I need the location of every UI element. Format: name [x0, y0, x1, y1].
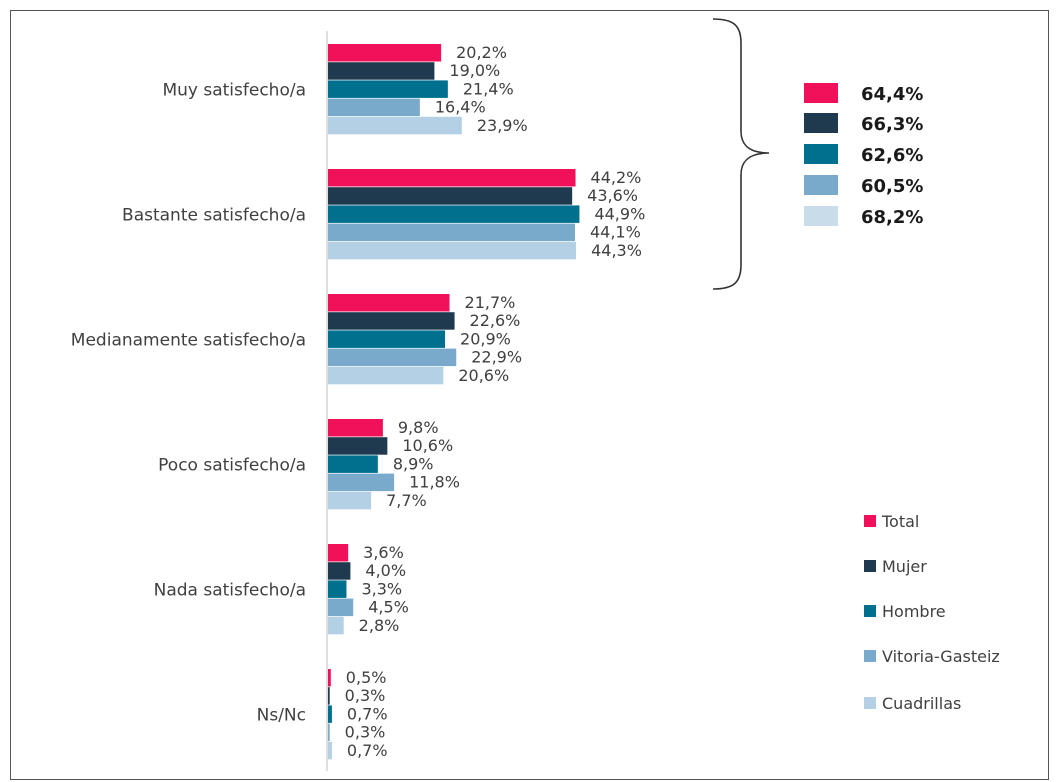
bar: [328, 580, 347, 598]
summary-swatch: [804, 144, 838, 164]
data-label: 4,0%: [365, 561, 406, 580]
bar: [328, 80, 448, 98]
category-label: Nada satisfecho/a: [154, 581, 306, 601]
bar: [328, 687, 330, 705]
summary-value: 66,3%: [861, 114, 923, 135]
legend-swatch: [864, 515, 876, 527]
legend-label: Total: [881, 512, 919, 531]
data-label: 23,9%: [477, 116, 528, 135]
data-label: 0,7%: [347, 704, 388, 723]
bar: [328, 419, 383, 437]
data-label: 19,0%: [449, 61, 500, 80]
data-label: 0,7%: [347, 741, 388, 760]
bar: [328, 723, 330, 742]
data-label: 2,8%: [359, 616, 400, 635]
category-label: Bastante satisfecho/a: [122, 206, 306, 226]
bar: [328, 598, 354, 617]
bar: [328, 669, 331, 687]
data-label: 21,4%: [463, 79, 514, 98]
data-label: 3,6%: [363, 543, 404, 562]
summary-swatch: [804, 113, 838, 133]
data-label: 20,2%: [456, 43, 507, 62]
summary-swatch: [804, 83, 838, 103]
data-label: 20,9%: [460, 329, 511, 348]
bar: [328, 169, 576, 187]
legend-label: Mujer: [882, 557, 927, 576]
data-label: 44,9%: [594, 204, 645, 223]
bar: [328, 705, 332, 723]
data-label: 21,7%: [465, 293, 516, 312]
legend-swatch: [864, 560, 876, 572]
data-label: 11,8%: [409, 473, 460, 492]
bar: [328, 330, 446, 348]
data-label: 22,6%: [470, 311, 521, 330]
legend-label: Cuadrillas: [882, 694, 961, 713]
legend-swatch: [864, 650, 876, 662]
bar: [328, 187, 573, 205]
data-label: 22,9%: [471, 348, 522, 367]
data-label: 8,9%: [393, 454, 434, 473]
bar: [328, 116, 462, 135]
bar: [328, 312, 455, 330]
data-label: 0,5%: [346, 668, 387, 687]
bar: [328, 348, 457, 367]
grouping-brace: [712, 18, 770, 290]
legend-swatch: [864, 605, 876, 617]
bar: [328, 544, 349, 562]
data-label: 7,7%: [386, 491, 427, 510]
bar: [328, 223, 575, 242]
bar: [328, 455, 378, 473]
bar: [328, 44, 442, 62]
category-label: Poco satisfecho/a: [158, 456, 306, 476]
data-label: 9,8%: [398, 418, 439, 437]
summary-swatch: [804, 175, 838, 195]
bar: [328, 616, 344, 635]
satisfaction-bar-chart: Muy satisfecho/a 20,2%19,0%21,4%16,4%23,9…: [71, 18, 1000, 771]
data-label: 4,5%: [368, 598, 409, 617]
data-label: 0,3%: [345, 686, 386, 705]
data-label: 44,1%: [590, 223, 641, 242]
bar: [328, 241, 577, 260]
bar: [328, 562, 351, 580]
summary-value: 64,4%: [861, 84, 923, 105]
bar: [328, 98, 420, 117]
bar: [328, 205, 580, 223]
data-label: 16,4%: [435, 98, 486, 117]
summary-swatch: [804, 206, 838, 226]
data-label: 10,6%: [402, 436, 453, 455]
bar: [328, 437, 388, 455]
bar: [328, 294, 450, 312]
data-label: 44,2%: [591, 168, 642, 187]
data-label: 43,6%: [587, 186, 638, 205]
bar: [328, 473, 395, 492]
chart-frame: Muy satisfecho/a 20,2% 19,0% 21,4% 16,4% 23,9…: [10, 10, 1049, 780]
legend-label: Vitoria-Gasteiz: [882, 647, 1000, 666]
category-label: Medianamente satisfecho/a: [71, 331, 306, 351]
data-label: 3,3%: [361, 579, 402, 598]
data-label: 44,3%: [591, 241, 642, 260]
bar: [328, 491, 372, 510]
summary-value: 68,2%: [861, 207, 923, 228]
legend-swatch: [864, 697, 876, 709]
data-label: 20,6%: [458, 366, 509, 385]
legend-label: Hombre: [882, 602, 946, 621]
summary-value: 62,6%: [861, 145, 923, 166]
data-label: 0,3%: [345, 723, 386, 742]
category-label: Muy satisfecho/a: [162, 81, 306, 101]
bar: [328, 366, 444, 385]
summary-value: 60,5%: [861, 176, 923, 197]
category-label: Ns/Nc: [257, 706, 306, 726]
bar: [328, 741, 332, 760]
bar: [328, 62, 435, 80]
